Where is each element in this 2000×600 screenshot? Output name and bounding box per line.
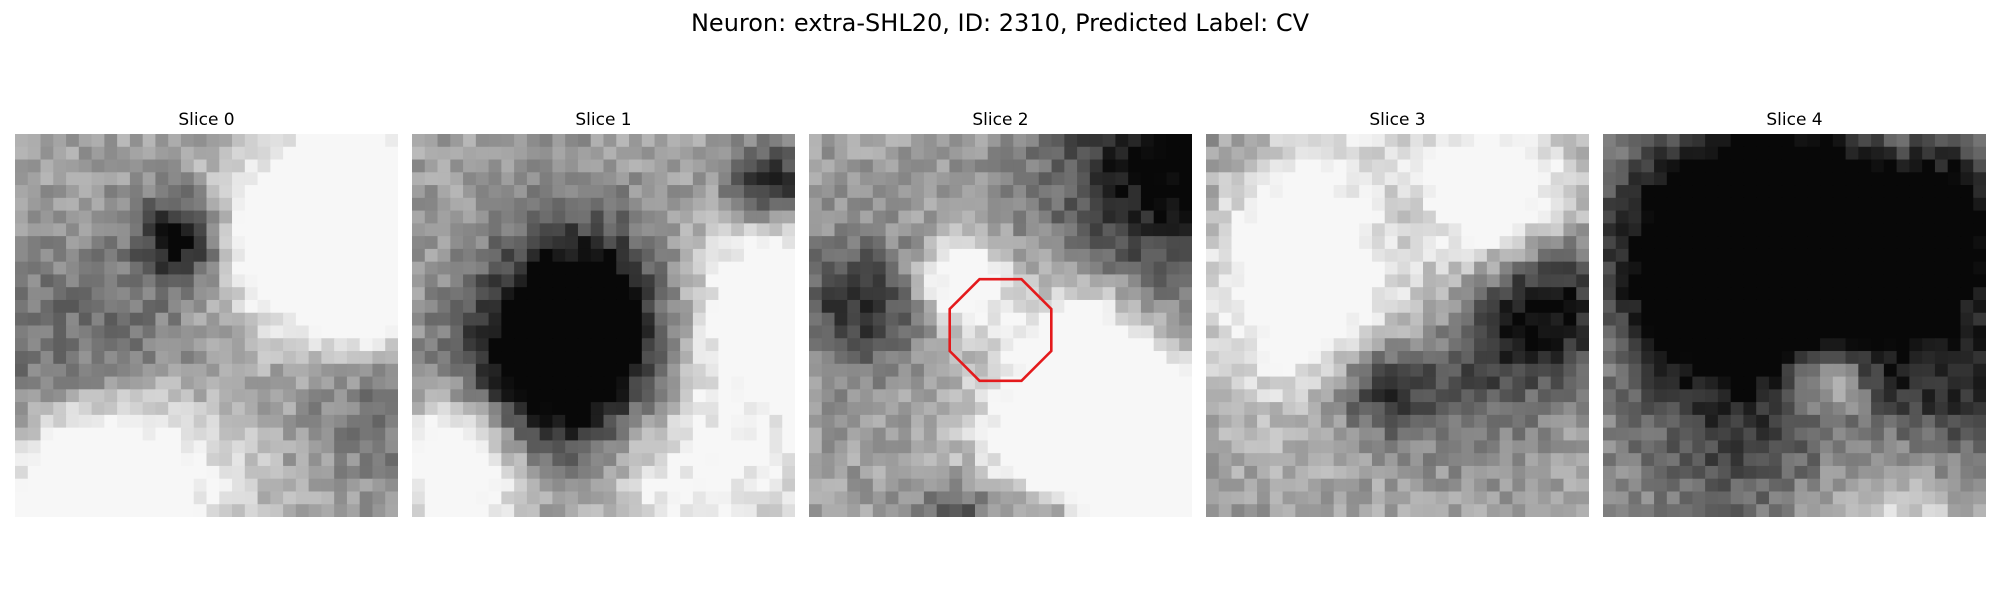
slice-title: Slice 2 [809, 110, 1192, 130]
slice-image [1206, 134, 1589, 517]
pixel-grid [15, 134, 398, 517]
pixel-grid [412, 134, 795, 517]
pixel-grid [809, 134, 1192, 517]
slice-title: Slice 0 [15, 110, 398, 130]
slice-image [15, 134, 398, 517]
slice-title: Slice 3 [1206, 110, 1589, 130]
slice-image [809, 134, 1192, 517]
slice-image [1603, 134, 1986, 517]
pixel-grid [1206, 134, 1589, 517]
slice-title: Slice 1 [412, 110, 795, 130]
slice-image [412, 134, 795, 517]
figure-title: Neuron: extra-SHL20, ID: 2310, Predicted… [0, 8, 2000, 38]
pixel-grid [1603, 134, 1986, 517]
slice-title: Slice 4 [1603, 110, 1986, 130]
